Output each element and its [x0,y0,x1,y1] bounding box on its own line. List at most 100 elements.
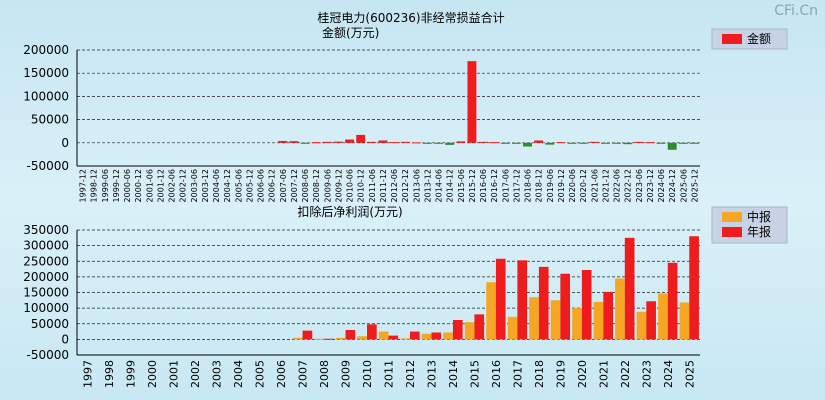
chart1-x-tick: 2010-06 [346,169,355,202]
chart1-x-tick: 2019-12 [557,169,566,202]
chart1-bar [467,61,477,143]
chart2-x-tick: 2002 [189,360,202,388]
chart2-bar-interim [378,331,389,340]
chart1-x-tick: 2005-06 [234,169,243,202]
chart1-bar [400,141,410,143]
chart1-bar [278,140,288,143]
chart1-bar [378,140,388,143]
chart1-bar [545,142,555,145]
chart1-x-tick: 1997-12 [79,169,88,202]
chart2-y-tick: 50000 [31,317,69,331]
chart1-bar [689,142,699,144]
chart2-y-tick: 0 [61,332,69,346]
chart2-y-tick: 150000 [23,286,69,300]
chart2-bar-annual [517,260,528,340]
chart1-x-tick: 2022-12 [624,169,633,202]
chart2-x-tick: 2020 [576,360,589,388]
chart1-bar [345,139,355,143]
chart1-y-tick: 100000 [23,89,69,103]
chart2-bar-annual [581,270,592,340]
chart1-x-tick: 2016-12 [490,169,499,202]
chart1-bar [300,142,310,144]
chart2-bar-annual [388,335,399,340]
chart1-x-tick: 2004-12 [223,169,232,202]
chart2-bar-annual [603,291,613,340]
chart1-x-tick: 2002-12 [179,169,188,202]
chart2-x-tick: 2021 [597,360,610,388]
chart1-bar [534,140,544,143]
chart1-x-tick: 2014-12 [446,169,455,202]
chart2-bar-interim [335,337,346,340]
chart1-x-tick: 2019-06 [546,169,555,202]
chart2-bar-interim [507,316,518,340]
chart1-bar [367,141,377,143]
chart2-x-tick: 2017 [511,360,524,388]
chart1-x-tick: 2016-06 [479,169,488,202]
chart2-y-tick: -50000 [26,348,69,362]
chart1-x-tick: 2017-12 [512,169,521,202]
chart2-bar-annual [624,237,635,340]
chart2-bar-interim [443,332,453,340]
chart1-x-tick: 2006-06 [257,169,266,202]
chart1-x-tick: 2020-06 [568,169,577,202]
chart2-y-tick: 200000 [23,270,69,284]
chart2-bar-annual [474,314,485,340]
chart2-bar-interim [550,300,561,340]
chart2-x-tick: 2009 [340,360,353,388]
chart1-x-tick: 2018-12 [535,169,544,202]
chart1-ylabel: 金额(万元) [322,25,379,40]
chart1-y-tick: -50000 [26,159,69,173]
chart1-x-tick: 2005-12 [245,169,254,202]
chart1-bar [556,142,566,144]
chart1-x-tick: 2011-12 [379,169,388,202]
chart1-bar [456,141,466,143]
chart1-x-tick: 1999-06 [101,169,110,202]
chart2-legend-label-interim: 中报 [747,209,771,224]
chart1-y-tick: 200000 [23,43,69,57]
chart2-x-tick: 2022 [619,360,632,388]
chart1-x-tick: 2022-06 [613,169,622,202]
chart1-bar [612,142,622,144]
chart2-x-tick: 2005 [254,360,267,388]
chart1-bar [289,141,299,143]
chart1-bar [434,142,444,144]
chart1-bar [500,142,510,144]
chart1-bar [523,142,533,147]
chart2-bar-interim [658,293,668,340]
chart2-bar-interim [593,301,604,340]
chart2-y-tick: 250000 [23,254,69,268]
chart1-x-tick: 2015-12 [468,169,477,202]
chart1-bar [422,142,432,144]
chart1-x-tick: 2012-06 [390,169,399,202]
chart1-x-tick: 2000-12 [134,169,143,202]
chart1-bar [634,141,644,143]
chart1-x-tick: 2023-06 [635,169,644,202]
chart2-bar-interim [572,308,582,340]
chart2-x-tick: 2007 [297,360,310,388]
chart2-legend-swatch-annual [722,227,742,237]
chart2-bar-annual [345,330,356,340]
chart2-legend-label-annual: 年报 [747,224,771,239]
chart1-bar [645,142,655,144]
chart1-x-tick: 2018-06 [524,169,533,202]
chart1-bar [656,142,666,144]
chart1-bar [567,142,577,144]
chart1-bar [511,142,521,144]
chart2-x-tick: 2003 [211,360,224,388]
chart1-x-tick: 2014-06 [435,169,444,202]
chart2-x-tick: 2010 [361,360,374,388]
chart1-x-tick: 2013-12 [423,169,432,202]
chart2-bar-annual [452,320,463,340]
chart2-x-tick: 2025 [683,360,696,388]
chart2-x-tick: 1998 [103,360,116,388]
chart1-x-tick: 2020-12 [579,169,588,202]
chart1-x-tick: 2013-06 [412,169,421,202]
chart1-x-tick: 2021-06 [590,169,599,202]
chart1-bar [667,142,677,150]
chart1-bar [311,142,321,144]
chart2-bar-annual [495,258,506,340]
chart2-bar-annual [409,331,420,340]
nonrecurring-chart: 桂冠电力(600236)非经常损益合计 金额(万元) 200000 150000 1… [23,10,788,202]
